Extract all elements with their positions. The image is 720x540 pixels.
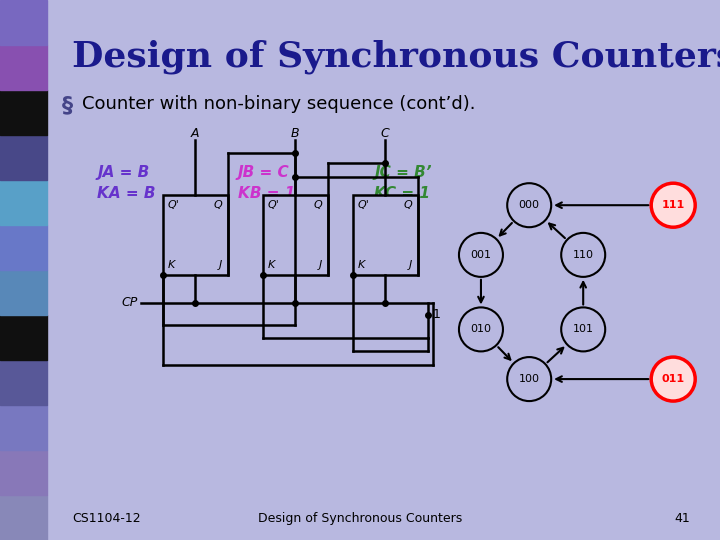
Circle shape — [459, 233, 503, 277]
Bar — [0, 45, 47, 90]
Bar — [0, 405, 47, 450]
Text: CP: CP — [121, 296, 138, 309]
Text: Q: Q — [404, 200, 413, 210]
Text: 110: 110 — [572, 250, 594, 260]
Text: Counter with non-binary sequence (cont’d).: Counter with non-binary sequence (cont’d… — [82, 95, 475, 113]
Bar — [0, 225, 47, 270]
Text: Q: Q — [214, 200, 222, 210]
Bar — [0, 270, 47, 315]
Bar — [163, 195, 228, 275]
Text: Q': Q' — [358, 200, 369, 210]
Bar — [0, 0, 47, 45]
Text: Q': Q' — [268, 200, 279, 210]
Text: Q': Q' — [168, 200, 179, 210]
Text: KA = B: KA = B — [97, 186, 156, 201]
Circle shape — [651, 357, 696, 401]
Text: 001: 001 — [470, 250, 492, 260]
Text: 010: 010 — [470, 325, 492, 334]
Text: CS1104-12: CS1104-12 — [72, 512, 140, 525]
Text: JB = C: JB = C — [238, 165, 289, 180]
Bar — [263, 195, 328, 275]
Circle shape — [459, 307, 503, 352]
Text: KC = 1: KC = 1 — [374, 186, 431, 201]
Text: JA = B: JA = B — [97, 165, 150, 180]
Text: 111: 111 — [662, 200, 685, 210]
Text: K: K — [168, 260, 175, 270]
Text: C: C — [381, 127, 390, 140]
Bar — [0, 495, 47, 540]
Text: §: § — [62, 95, 73, 115]
Text: Q: Q — [314, 200, 323, 210]
Text: KB = 1: KB = 1 — [238, 186, 295, 201]
Text: K: K — [268, 260, 275, 270]
Text: J: J — [409, 260, 413, 270]
Text: 101: 101 — [572, 325, 594, 334]
Bar — [0, 90, 47, 135]
Text: Design of Synchronous Counters: Design of Synchronous Counters — [72, 40, 720, 75]
Circle shape — [507, 357, 552, 401]
Text: K: K — [358, 260, 365, 270]
Text: 1: 1 — [433, 308, 441, 321]
Text: B: B — [291, 127, 300, 140]
Circle shape — [651, 183, 696, 227]
Text: Design of Synchronous Counters: Design of Synchronous Counters — [258, 512, 462, 525]
Text: A: A — [191, 127, 199, 140]
Text: J: J — [319, 260, 323, 270]
Text: 100: 100 — [518, 374, 540, 384]
Bar — [0, 180, 47, 225]
Bar — [0, 135, 47, 180]
Circle shape — [561, 307, 606, 352]
Bar — [353, 195, 418, 275]
Circle shape — [561, 233, 606, 277]
Text: JC = B’: JC = B’ — [374, 165, 432, 180]
Bar — [0, 315, 47, 360]
Circle shape — [507, 183, 552, 227]
Text: 000: 000 — [518, 200, 540, 210]
Text: 011: 011 — [662, 374, 685, 384]
Text: J: J — [220, 260, 222, 270]
Bar — [0, 360, 47, 405]
Bar — [0, 450, 47, 495]
Text: 41: 41 — [674, 512, 690, 525]
